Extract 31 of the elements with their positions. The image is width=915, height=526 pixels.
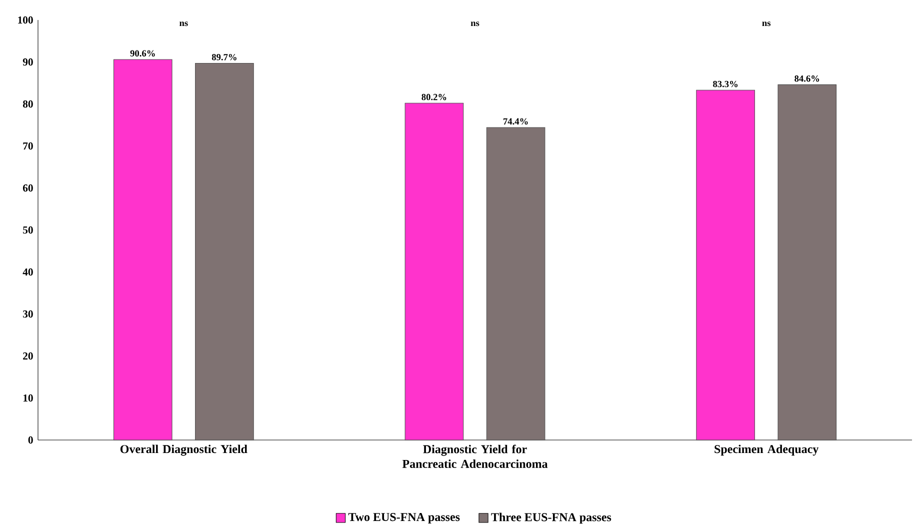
annotation: ns — [470, 22, 480, 26]
data-label: 83.3% — [713, 80, 738, 88]
bar — [778, 84, 837, 440]
data-label: 74.4% — [503, 118, 528, 125]
bar — [113, 59, 172, 440]
y-tick-label: 100 — [18, 16, 33, 24]
legend-label: Three EUS-FNA passes — [491, 512, 612, 524]
data-label: 90.6% — [130, 50, 155, 57]
bar — [404, 102, 464, 440]
bar — [696, 90, 755, 440]
y-tick-label: 50 — [23, 226, 33, 234]
x-tick-label: Specimen Adequacy — [714, 444, 819, 456]
y-tick-label: 40 — [22, 268, 33, 276]
data-label: 84.6% — [794, 75, 820, 82]
y-tick-label: 20 — [23, 352, 33, 360]
x-tick-label: Overall Diagnostic Yield — [120, 444, 248, 456]
data-label: 80.2% — [422, 94, 446, 100]
bar — [486, 127, 546, 440]
annotation: ns — [762, 22, 771, 26]
y-tick-label: 60 — [22, 184, 33, 192]
annotation: ns — [180, 22, 188, 26]
bar — [195, 62, 254, 440]
y-tick-label: 0 — [28, 436, 33, 444]
data-label: 89.7% — [212, 54, 236, 60]
y-tick-label: 70 — [23, 142, 33, 150]
y-tick-label: 90 — [22, 58, 33, 66]
y-tick-label: 10 — [23, 394, 33, 402]
y-tick-label: 80 — [22, 100, 33, 108]
legend-label: Two EUS-FNA passes — [348, 512, 460, 524]
y-tick-label: 30 — [23, 310, 33, 318]
x-tick-label: Diagnostic Yield for Pancreatic Adenocarcinoma — [402, 444, 548, 468]
